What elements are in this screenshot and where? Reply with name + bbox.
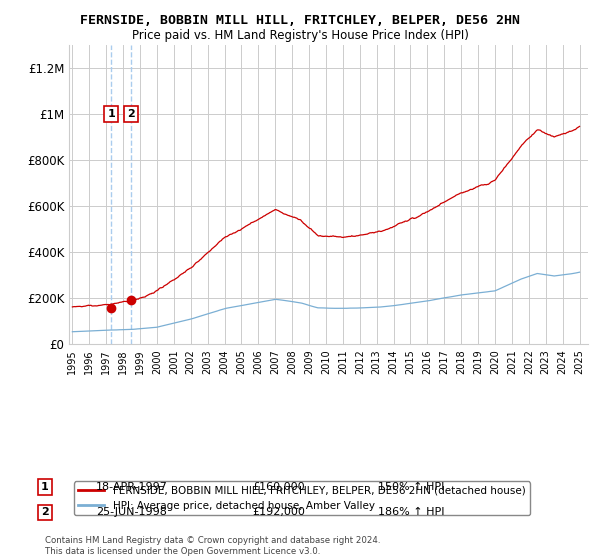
Legend: FERNSIDE, BOBBIN MILL HILL, FRITCHLEY, BELPER, DE56 2HN (detached house), HPI: A: FERNSIDE, BOBBIN MILL HILL, FRITCHLEY, B… <box>74 482 530 515</box>
Text: £160,000: £160,000 <box>252 482 305 492</box>
Text: FERNSIDE, BOBBIN MILL HILL, FRITCHLEY, BELPER, DE56 2HN: FERNSIDE, BOBBIN MILL HILL, FRITCHLEY, B… <box>80 14 520 27</box>
Text: 150% ↑ HPI: 150% ↑ HPI <box>378 482 445 492</box>
Text: 2: 2 <box>127 109 135 119</box>
Text: Price paid vs. HM Land Registry's House Price Index (HPI): Price paid vs. HM Land Registry's House … <box>131 29 469 42</box>
Text: Contains HM Land Registry data © Crown copyright and database right 2024.
This d: Contains HM Land Registry data © Crown c… <box>45 536 380 556</box>
Text: 2: 2 <box>41 507 49 517</box>
Text: 25-JUN-1998: 25-JUN-1998 <box>96 507 167 517</box>
Text: 186% ↑ HPI: 186% ↑ HPI <box>378 507 445 517</box>
Text: 1: 1 <box>41 482 49 492</box>
Text: 1: 1 <box>107 109 115 119</box>
Text: 18-APR-1997: 18-APR-1997 <box>96 482 168 492</box>
Text: £192,000: £192,000 <box>252 507 305 517</box>
